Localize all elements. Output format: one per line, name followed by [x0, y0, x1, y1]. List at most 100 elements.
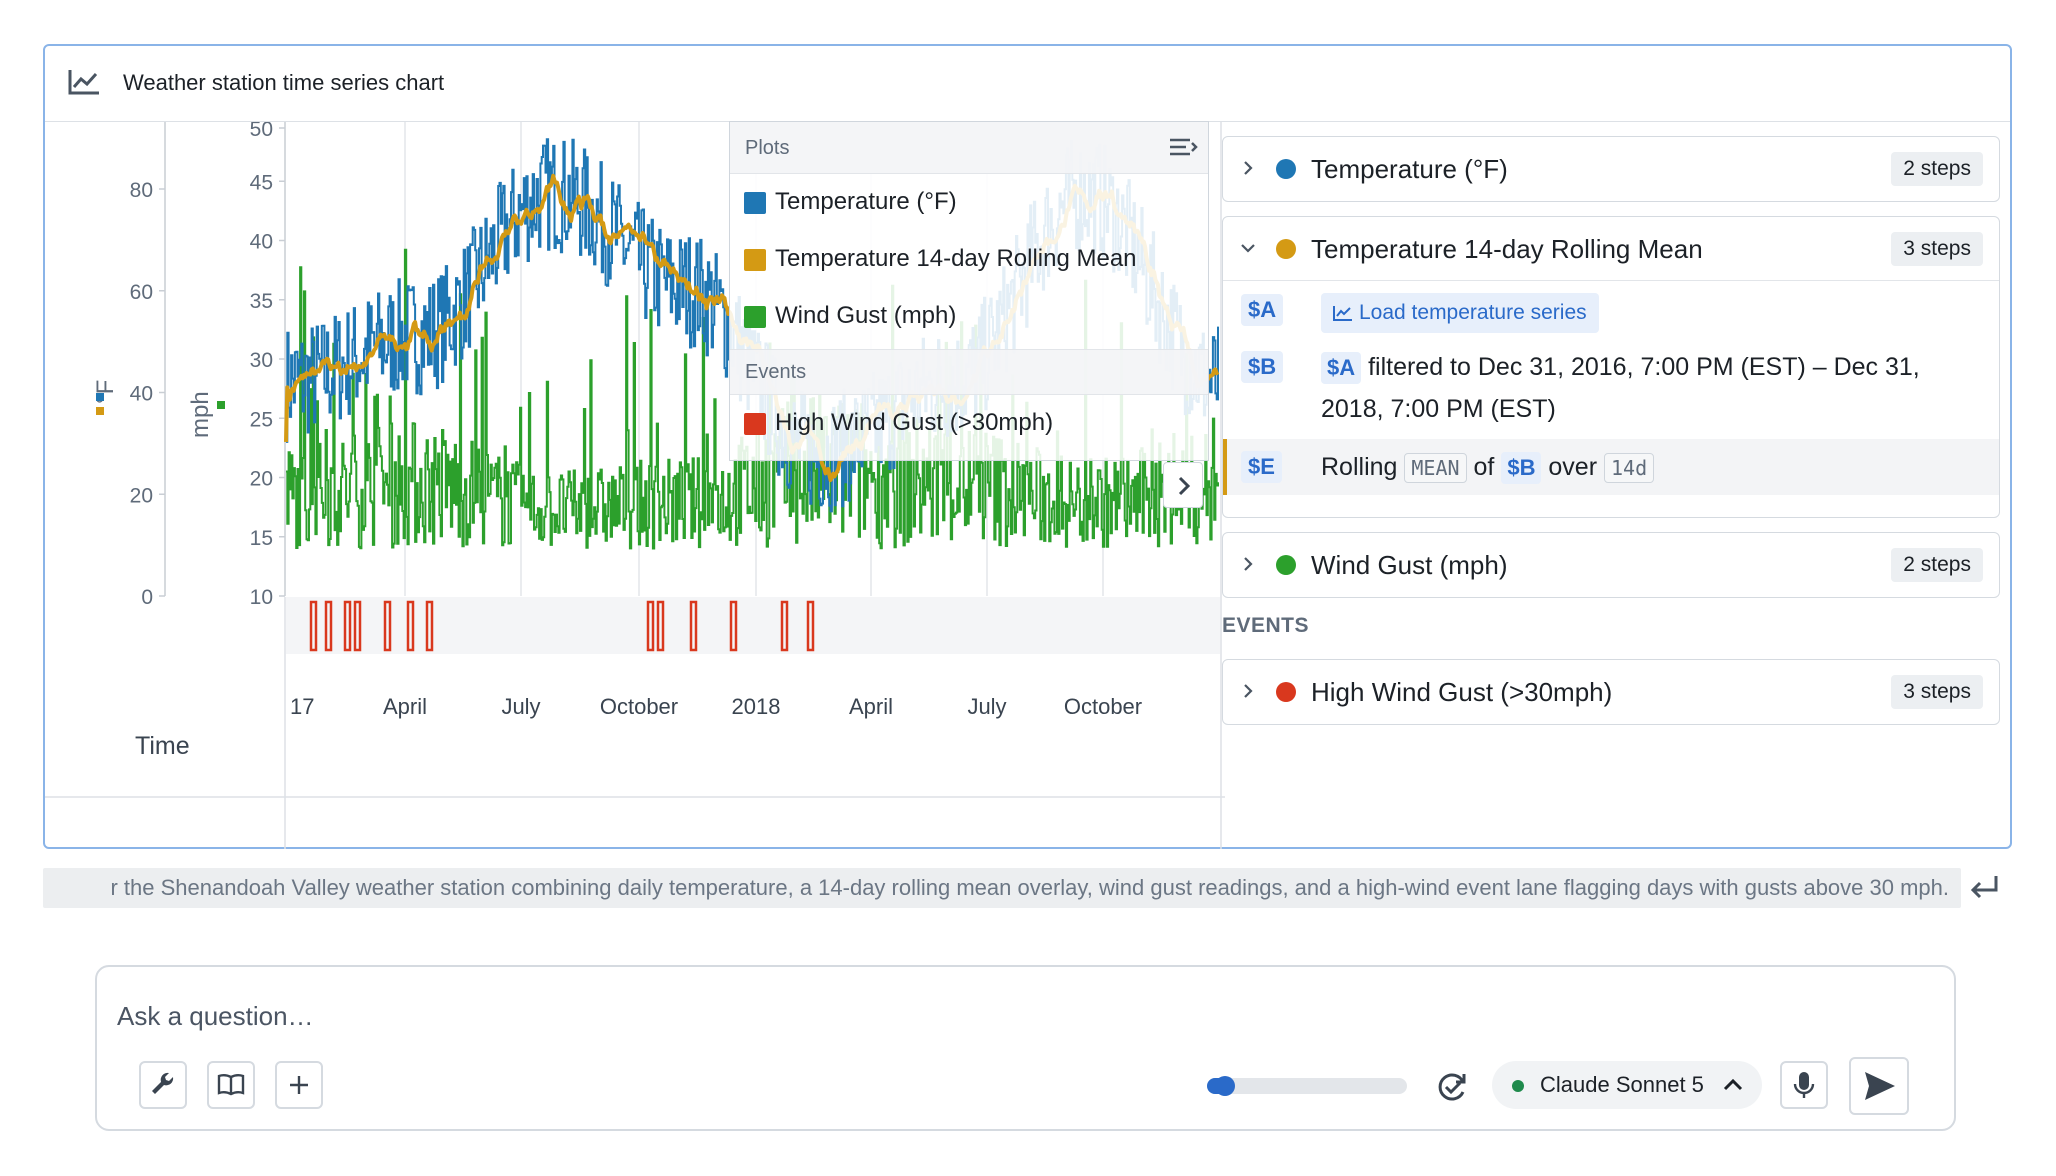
steps-badge: 3 steps: [1891, 675, 1983, 709]
time-axis-tick-label: April: [383, 694, 427, 719]
legend-item-wind-gust[interactable]: Wind Gust (mph): [730, 288, 1208, 345]
temperature-axis-tick-label: 60: [130, 281, 153, 304]
refresh-check-icon[interactable]: [1433, 1068, 1471, 1106]
model-selector[interactable]: Claude Sonnet 5: [1492, 1061, 1762, 1109]
step-b-text-line2: 2018, 7:00 PM (EST): [1321, 395, 1556, 423]
chevron-down-icon[interactable]: [1239, 239, 1257, 257]
send-button[interactable]: [1849, 1057, 1909, 1115]
microphone-icon: [1793, 1072, 1815, 1098]
aggregation-chip[interactable]: MEAN: [1404, 453, 1467, 483]
mph-axis-tick-label: 20: [250, 468, 273, 491]
card-title: Weather station time series chart: [123, 70, 445, 95]
active-step-indicator: [1223, 439, 1227, 495]
legend-collapse-button[interactable]: [1163, 462, 1203, 508]
chart-description: r the Shenandoah Valley weather station …: [110, 875, 1949, 900]
legend-menu-icon[interactable]: [1168, 134, 1198, 162]
ask-input[interactable]: Ask a question…: [117, 1001, 314, 1031]
event-mark: [343, 600, 352, 652]
window-chip[interactable]: 14d: [1604, 453, 1655, 483]
time-axis-tick-label: 17: [290, 694, 314, 719]
event-color-dot: [1276, 682, 1296, 702]
mph-axis-tick-label: 50: [250, 122, 273, 141]
mph-axis-tick-label: 15: [250, 527, 273, 550]
legend-swatch: [744, 306, 766, 328]
legend-events-label: Events: [745, 361, 807, 383]
ask-box[interactable]: Ask a question… Claude Sonnet 5: [95, 965, 1956, 1131]
tools-button[interactable]: [139, 1061, 187, 1109]
return-icon[interactable]: [1968, 870, 2002, 904]
time-axis-ticks: 17 April July October 2018 April July October: [290, 694, 1142, 719]
model-status-dot: [1512, 1080, 1524, 1092]
temperature-axis-swatch: [96, 393, 104, 401]
mph-axis-tick-label: 25: [250, 408, 273, 431]
chevron-right-icon: [1178, 476, 1191, 496]
steps-badge: 2 steps: [1891, 152, 1983, 186]
step-reference[interactable]: $B: [1501, 452, 1542, 484]
events-lane: [286, 597, 1220, 654]
series-group-temperature[interactable]: Temperature (°F) 2 steps: [1222, 136, 2000, 202]
chevron-up-icon: [1723, 1078, 1743, 1091]
wind-gust-series: [286, 248, 1219, 550]
mph-axis-tick-label: 45: [250, 171, 273, 194]
step-b[interactable]: $B $A filtered to Dec 31, 2016, 7:00 PM …: [1223, 339, 1999, 439]
series-group-wind-gust[interactable]: Wind Gust (mph) 2 steps: [1222, 532, 2000, 598]
event-mark: [646, 600, 655, 652]
step-variable: $A: [1241, 294, 1284, 326]
series-color-dot: [1276, 555, 1296, 575]
step-a-body: Load temperature series: [1321, 290, 1599, 333]
legend-item-temperature[interactable]: Temperature (°F): [730, 174, 1208, 231]
line-chart-icon: [68, 70, 99, 95]
library-button[interactable]: [207, 1061, 255, 1109]
step-a[interactable]: $A Load temperature series: [1223, 281, 1999, 339]
legend-plots-header: Plots: [730, 122, 1208, 174]
card-header: Weather station time series chart: [45, 46, 2010, 122]
event-mark: [806, 600, 815, 652]
mph-axis-ticks: 50 45 40 35 30 25 20 15 10: [250, 122, 285, 609]
load-series-label: Load temperature series: [1359, 301, 1587, 324]
legend-plots-label: Plots: [745, 137, 790, 159]
events-section-label: EVENTS: [1222, 614, 1310, 637]
chevron-right-icon[interactable]: [1239, 159, 1257, 177]
legend-swatch: [744, 413, 766, 435]
event-mark: [383, 600, 392, 652]
mph-axis-tick-label: 40: [250, 231, 273, 254]
series-color-dot: [1276, 239, 1296, 259]
mph-axis-tick-label: 35: [250, 290, 273, 313]
legend-events-header: Events: [730, 349, 1208, 395]
microphone-button[interactable]: [1780, 1061, 1828, 1109]
event-mark: [689, 600, 698, 652]
series-group-rolling-mean[interactable]: Temperature 14-day Rolling Mean 3 steps …: [1222, 216, 2000, 518]
wind-axis-swatch: [217, 401, 225, 409]
model-name: Claude Sonnet 5: [1540, 1072, 1704, 1097]
plus-icon: [290, 1076, 308, 1094]
step-e[interactable]: $E Rolling MEAN of $B over 14d: [1223, 439, 1999, 495]
legend-item-rolling-mean[interactable]: Temperature 14-day Rolling Mean: [730, 231, 1208, 288]
time-axis-tick-label: 2018: [732, 694, 781, 719]
chevron-right-icon[interactable]: [1239, 555, 1257, 573]
legend-item-high-wind-gust[interactable]: High Wind Gust (>30mph): [730, 395, 1208, 452]
book-icon: [217, 1074, 245, 1096]
series-name: Temperature (°F): [1311, 154, 1508, 184]
load-series-chip[interactable]: Load temperature series: [1321, 293, 1599, 333]
legend-item-label: Wind Gust (mph): [775, 302, 957, 329]
progress-knob: [1215, 1076, 1235, 1096]
legend-swatch: [744, 249, 766, 271]
step-e-word-rolling: Rolling: [1321, 453, 1398, 481]
steps-badge: 2 steps: [1891, 548, 1983, 582]
mph-axis-tick-label: 30: [250, 349, 273, 372]
add-button[interactable]: [275, 1061, 323, 1109]
time-axis-title: Time: [135, 732, 190, 760]
chart-description-strip: r the Shenandoah Valley weather station …: [43, 868, 1961, 908]
event-group-high-wind-gust[interactable]: High Wind Gust (>30mph) 3 steps: [1222, 659, 2000, 725]
time-axis-tick-label: July: [501, 694, 540, 719]
step-e-body: Rolling MEAN of $B over 14d: [1321, 446, 1655, 488]
step-b-body: $A filtered to Dec 31, 2016, 7:00 PM (ES…: [1321, 346, 1920, 430]
send-icon: [1865, 1072, 1895, 1100]
legend-item-label: Temperature 14-day Rolling Mean: [775, 245, 1137, 272]
legend-popover: Plots Temperature (°F) Temperature 14-da…: [729, 121, 1209, 461]
event-mark: [425, 600, 434, 652]
chevron-right-icon[interactable]: [1239, 682, 1257, 700]
step-reference[interactable]: $A: [1321, 352, 1362, 384]
event-mark: [406, 600, 415, 652]
